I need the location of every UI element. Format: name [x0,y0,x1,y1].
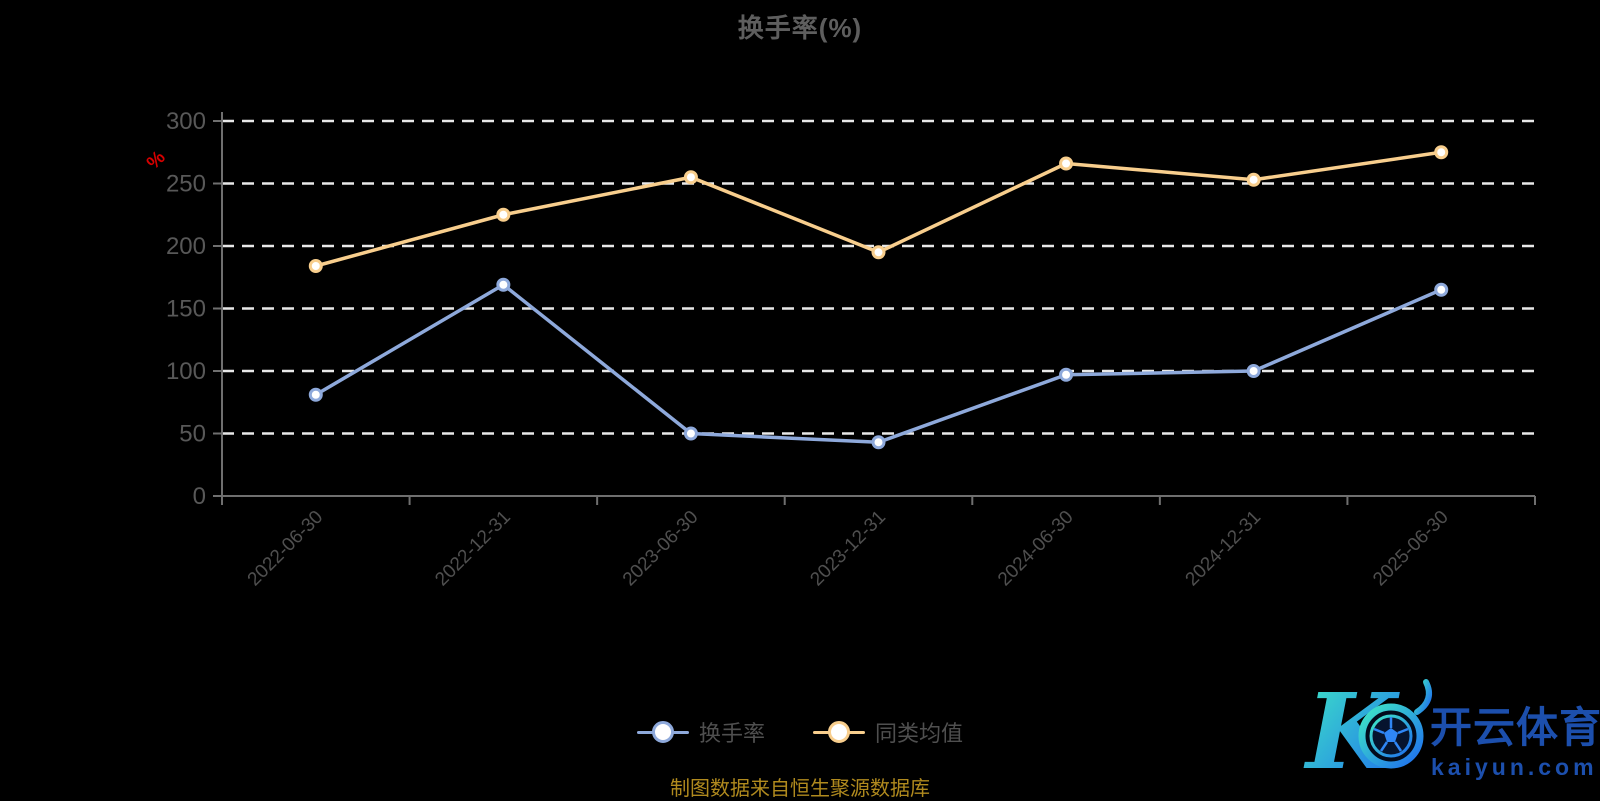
series-point-1-5 [1246,172,1261,187]
logo-swirl-tail [1414,679,1432,715]
series-point-0-1 [496,277,511,292]
x-tick-label: 2024-12-31 [1182,507,1266,591]
series-point-1-0 [308,259,323,273]
series-point-1-6 [1434,145,1449,160]
y-tick-label: 200 [166,233,206,260]
soccer-ball-icon [1369,714,1413,758]
series-point-1-1 [496,207,511,222]
series-point-1-3 [871,245,886,260]
legend-item-turnover[interactable]: 换手率 [636,716,765,748]
watermark-domain-text: kaiyun.com [1431,754,1598,780]
legend-label-turnover: 换手率 [698,721,765,746]
x-tick-label: 2024-06-30 [994,507,1078,591]
series-point-0-5 [1246,364,1261,378]
y-tick-label: 250 [166,171,206,198]
x-tick-label: 2025-06-30 [1369,507,1453,591]
y-tick-label: 100 [166,358,206,385]
legend-dot-icon [651,721,674,743]
series-point-0-4 [1059,367,1074,382]
y-tick-label: 150 [166,296,206,323]
series-point-0-6 [1434,282,1449,297]
series-point-1-2 [683,170,698,185]
data-source-note: 制图数据来自恒生聚源数据库 [670,778,930,800]
legend-item-category-average[interactable]: 同类均值 [813,716,963,748]
watermark-brand-text: 开云体育 [1430,704,1600,751]
kaiyun-watermark: K 开云体育 kaiyun.com [1288,660,1600,793]
legend-dot-icon [828,721,850,743]
x-tick-label: 2023-12-31 [806,507,890,591]
legend-marker-turnover [636,721,689,743]
chart-title: 换手率(%) [737,13,863,43]
y-tick-label: 300 [166,108,206,135]
chart-legend: 换手率 同类均值 [0,716,1600,748]
legend-label-category-average: 同类均值 [875,721,964,746]
series-point-0-3 [871,435,886,450]
x-tick-label: 2022-12-31 [431,507,515,591]
series-point-1-4 [1059,156,1074,171]
y-tick-label: 0 [193,483,206,510]
kaiyun-logo: K 开云体育 kaiyun.com [1303,670,1600,793]
legend-marker-category-average [813,721,865,743]
y-tick-label: 50 [179,421,206,448]
x-tick-label: 2023-06-30 [619,507,703,591]
x-tick-label: 2022-06-30 [244,507,328,591]
series-point-0-2 [683,426,698,441]
series-point-0-0 [308,387,323,402]
